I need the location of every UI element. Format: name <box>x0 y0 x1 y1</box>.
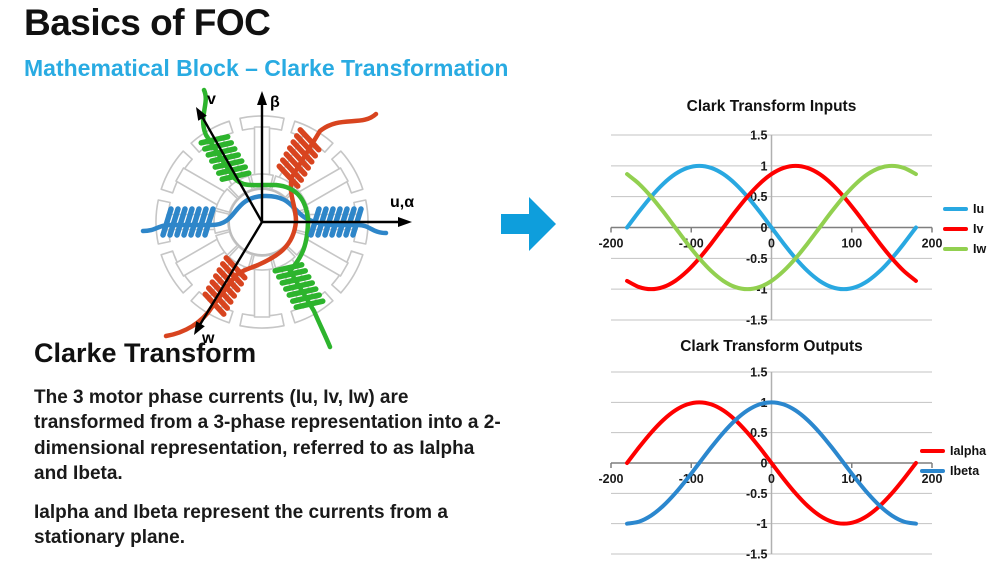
outputs-chart-legend: Ialpha Ibeta <box>920 441 986 481</box>
legend-label: Iw <box>973 242 987 256</box>
legend-swatch <box>920 469 945 473</box>
svg-text:1.5: 1.5 <box>750 366 767 380</box>
page-title: Basics of FOC <box>24 2 271 43</box>
series-Iw <box>625 163 918 292</box>
series-Ialpha <box>625 400 918 526</box>
legend-item-Iv: Iv <box>943 222 986 236</box>
axis-label-w: w <box>201 330 215 347</box>
body-copy: The 3 motor phase currents (Iu, Iv, Iw) … <box>34 385 509 564</box>
flow-arrow-icon <box>501 197 556 251</box>
svg-text:0: 0 <box>768 237 775 251</box>
svg-text:-1: -1 <box>756 517 767 531</box>
series-Iv <box>625 163 918 292</box>
inputs-chart-title: Clark Transform Inputs <box>686 98 857 115</box>
svg-text:1.5: 1.5 <box>750 129 767 143</box>
svg-text:-0.5: -0.5 <box>746 252 768 266</box>
svg-text:-1: -1 <box>756 283 767 297</box>
svg-text:-0.5: -0.5 <box>746 487 768 501</box>
svg-text:-200: -200 <box>598 472 623 486</box>
clarke-motor-diagram: β v w u,α <box>140 87 414 350</box>
svg-text:1: 1 <box>761 159 768 173</box>
svg-text:0.5: 0.5 <box>750 426 767 440</box>
paragraph-1: The 3 motor phase currents (Iu, Iv, Iw) … <box>34 387 501 485</box>
legend-item-Iu: Iu <box>943 202 986 216</box>
legend-label: Ibeta <box>950 464 980 478</box>
legend-swatch <box>943 247 968 251</box>
svg-text:-200: -200 <box>598 237 623 251</box>
series-Iu <box>625 163 918 292</box>
page-subtitle: Mathematical Block – Clarke Transformati… <box>24 55 509 81</box>
phase-v-wire <box>200 87 333 350</box>
reference-axes: β v w u,α <box>194 91 414 347</box>
svg-text:-1.5: -1.5 <box>746 548 768 562</box>
legend-label: Ialpha <box>950 444 987 458</box>
legend-swatch <box>920 449 945 453</box>
series-Ibeta <box>625 400 918 526</box>
axis-label-ualpha: u,α <box>390 194 414 211</box>
axis-label-v: v <box>207 91 216 108</box>
legend-swatch <box>943 227 968 231</box>
legend-item-Ibeta: Ibeta <box>920 464 986 478</box>
svg-text:0: 0 <box>761 457 768 471</box>
paragraph-2: Ialpha and Ibeta represent the currents … <box>34 501 448 549</box>
legend-item-Iw: Iw <box>943 242 986 256</box>
svg-text:0.5: 0.5 <box>750 190 767 204</box>
svg-text:200: 200 <box>922 237 943 251</box>
outputs-chart-title: Clark Transform Outputs <box>680 338 863 355</box>
axis-label-beta: β <box>270 94 280 111</box>
svg-text:100: 100 <box>841 237 862 251</box>
svg-text:0: 0 <box>768 472 775 486</box>
legend-item-Ialpha: Ialpha <box>920 444 986 458</box>
svg-text:-1.5: -1.5 <box>746 314 768 328</box>
legend-label: Iu <box>973 202 985 216</box>
section-heading: Clarke Transform <box>34 338 257 368</box>
svg-text:200: 200 <box>922 472 943 486</box>
inputs-chart-legend: Iu Iv Iw <box>943 199 986 259</box>
svg-text:0: 0 <box>761 221 768 235</box>
legend-swatch <box>943 207 968 211</box>
legend-label: Iv <box>973 222 984 236</box>
